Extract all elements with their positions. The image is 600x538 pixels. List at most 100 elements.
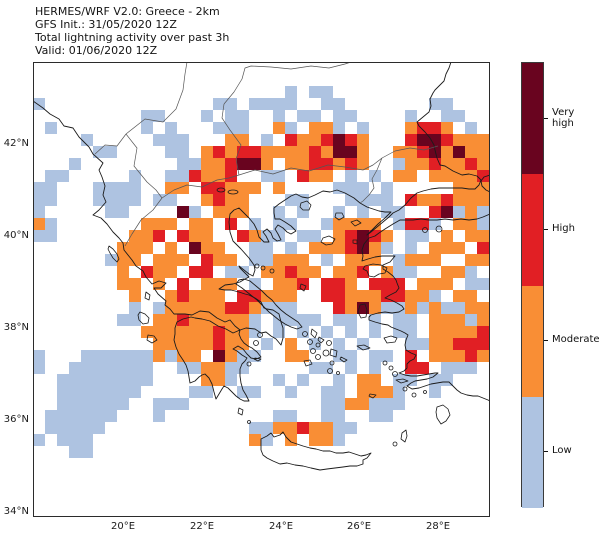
lightning-cell	[441, 98, 453, 110]
lightning-cell	[177, 254, 189, 266]
lightning-cell	[453, 218, 465, 230]
lightning-cell	[465, 194, 477, 206]
lightning-cell	[381, 290, 393, 302]
lightning-cell	[441, 158, 453, 170]
lightning-cell	[429, 146, 441, 158]
lightning-cell	[453, 326, 465, 338]
lightning-cell	[249, 230, 261, 242]
lightning-cell	[201, 326, 213, 338]
lightning-cell	[441, 302, 453, 314]
lightning-cell	[177, 278, 189, 290]
lightning-cell	[273, 422, 285, 434]
lightning-cell	[345, 266, 357, 278]
lightning-cell	[429, 314, 441, 326]
lightning-cell	[69, 422, 81, 434]
lightning-cell	[309, 422, 321, 434]
lightning-cell	[189, 230, 201, 242]
lightning-cell	[321, 362, 333, 374]
lightning-cell	[177, 290, 189, 302]
lightning-cell	[453, 134, 465, 146]
lightning-cell	[405, 242, 417, 254]
lightning-cell	[345, 398, 357, 410]
lightning-cell	[453, 206, 465, 218]
lightning-cell	[333, 314, 345, 326]
lightning-cell	[81, 362, 93, 374]
lightning-cell	[297, 194, 309, 206]
lightning-cell	[201, 158, 213, 170]
lightning-cell	[369, 194, 381, 206]
lightning-cell	[237, 266, 249, 278]
lightning-cell	[81, 374, 93, 386]
lightning-cell	[69, 434, 81, 446]
lightning-cell	[177, 398, 189, 410]
lightning-cell	[321, 86, 333, 98]
lightning-cell	[105, 182, 117, 194]
colorbar-label-very-high: Very high	[552, 106, 575, 129]
lightning-cell	[105, 410, 117, 422]
lightning-cell	[477, 134, 489, 146]
border-bulgaria-turkey	[381, 145, 439, 159]
lightning-cell	[225, 362, 237, 374]
lightning-cell	[105, 194, 117, 206]
lightning-cell	[441, 122, 453, 134]
lightning-cell	[465, 266, 477, 278]
lightning-cell	[357, 182, 369, 194]
lightning-cell	[321, 134, 333, 146]
lightning-cell	[285, 434, 297, 446]
lightning-cell	[201, 338, 213, 350]
lightning-cell	[333, 422, 345, 434]
lightning-cell	[477, 218, 489, 230]
lightning-cell	[357, 386, 369, 398]
lightning-cell	[309, 266, 321, 278]
lightning-cell	[453, 314, 465, 326]
lightning-cell	[345, 362, 357, 374]
lightning-cell	[213, 290, 225, 302]
lightning-cell	[477, 146, 489, 158]
lightning-cell	[429, 98, 441, 110]
lightning-cell	[117, 362, 129, 374]
lightning-cell	[417, 254, 429, 266]
lightning-cell	[393, 290, 405, 302]
colorbar-label-high: High	[552, 222, 575, 234]
lightning-cell	[249, 314, 261, 326]
lightning-cell	[321, 278, 333, 290]
lightning-cell	[345, 422, 357, 434]
lightning-cell	[477, 314, 489, 326]
lightning-cell	[453, 194, 465, 206]
lightning-cell	[453, 290, 465, 302]
lightning-cell	[165, 134, 177, 146]
lightning-cell	[153, 350, 165, 362]
lightning-cell	[117, 386, 129, 398]
lightning-cell	[93, 422, 105, 434]
lightning-cell	[129, 302, 141, 314]
lightning-cell	[105, 254, 117, 266]
lightning-cell	[57, 410, 69, 422]
lightning-cell	[369, 398, 381, 410]
lightning-cell	[357, 218, 369, 230]
lightning-cell	[393, 302, 405, 314]
y-axis-tick-label: 40°N	[3, 230, 29, 241]
lightning-cell	[189, 350, 201, 362]
lightning-cell	[225, 314, 237, 326]
lightning-cell	[201, 194, 213, 206]
coastlines	[32, 61, 491, 471]
lightning-cell	[357, 206, 369, 218]
island-kythnos	[307, 339, 313, 345]
lightning-cell	[465, 134, 477, 146]
lightning-cell	[273, 98, 285, 110]
map-svg	[32, 61, 491, 517]
lightning-cell	[237, 290, 249, 302]
island-nisyros	[402, 386, 408, 392]
lightning-cell	[441, 194, 453, 206]
lightning-cell	[141, 122, 153, 134]
lightning-cell	[465, 254, 477, 266]
x-axis-tick-label: 28°E	[425, 521, 451, 532]
lightning-cell	[345, 290, 357, 302]
lightning-cell	[141, 242, 153, 254]
lightning-cell	[213, 170, 225, 182]
lightning-cell	[33, 362, 45, 374]
lightning-cell	[405, 170, 417, 182]
lightning-cell	[213, 242, 225, 254]
lightning-cell	[213, 326, 225, 338]
lightning-cell	[321, 242, 333, 254]
